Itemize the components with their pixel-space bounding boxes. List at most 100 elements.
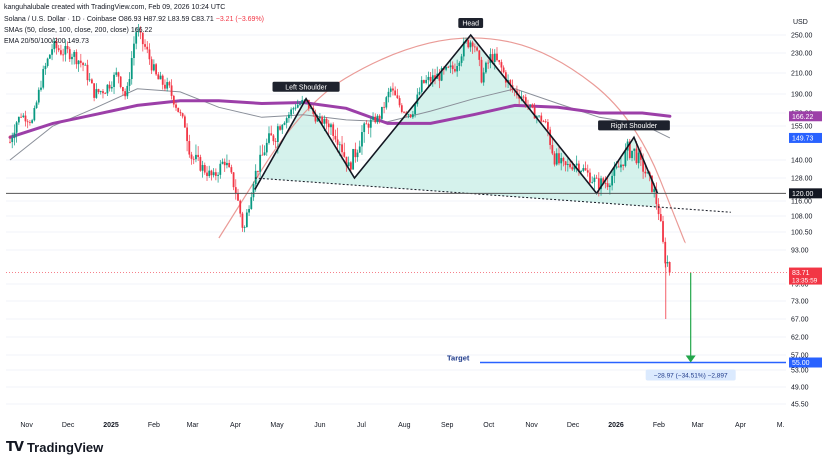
candle-body xyxy=(281,124,284,130)
candle-body xyxy=(245,212,248,228)
candle-body xyxy=(668,262,671,273)
candle-body xyxy=(290,109,293,115)
sma-legend[interactable]: SMAs (50, close, 100, close, 200, close)… xyxy=(4,26,152,35)
ema-price-badge-bg xyxy=(789,132,822,143)
candle-body xyxy=(88,79,91,81)
candle-body xyxy=(571,167,574,170)
sma-legend-value: 166.22 xyxy=(130,27,153,34)
ohlc-high: H87.92 xyxy=(143,16,166,23)
target-price-badge: 55.00 xyxy=(792,360,810,367)
candle-body xyxy=(68,49,71,60)
y-tick-8: 116.00 xyxy=(791,199,812,206)
candle-body xyxy=(57,48,60,51)
candle-body xyxy=(252,184,255,198)
candle-body xyxy=(560,158,563,164)
candle-body xyxy=(352,149,355,170)
candle-body xyxy=(467,40,470,48)
price-change: −3.21 (−3.69%) xyxy=(215,16,265,23)
x-tick-3: Feb xyxy=(148,422,160,429)
candle-body xyxy=(591,181,594,183)
y-tick-16: 57.00 xyxy=(791,353,809,360)
candle-body xyxy=(276,126,279,142)
candle-body xyxy=(228,162,231,168)
candle-body xyxy=(615,166,618,168)
candle-body xyxy=(15,122,18,133)
candle-body xyxy=(449,65,452,68)
x-tick-11: Oct xyxy=(483,422,494,429)
candle-body xyxy=(201,165,204,171)
pattern-label-2: Right Shoulder xyxy=(611,123,658,130)
neckline-price-badge-bg xyxy=(789,188,822,199)
y-tick-5: 155.00 xyxy=(791,124,813,131)
candle-body xyxy=(423,80,425,83)
candle-body xyxy=(566,164,569,166)
candle-body xyxy=(631,150,633,159)
candle-body xyxy=(44,65,47,70)
candle-body xyxy=(473,46,476,48)
candle-body xyxy=(600,178,602,190)
y-tick-9: 108.00 xyxy=(791,214,813,221)
candle-body xyxy=(124,91,127,97)
x-tick-2: 2025 xyxy=(103,422,119,429)
candle-body xyxy=(489,54,492,63)
last-price-countdown: 13:35:59 xyxy=(792,278,818,285)
ema-legend[interactable]: EMA 20/50/100/200 149.73 xyxy=(4,37,89,46)
sma-line xyxy=(8,99,672,139)
candle-body xyxy=(380,106,383,119)
candle-body xyxy=(595,177,598,179)
candle-body xyxy=(620,164,622,168)
candle-body xyxy=(374,116,377,123)
candle-body xyxy=(210,170,213,176)
target-price-badge-bg xyxy=(789,357,822,368)
candle-body xyxy=(141,32,144,45)
x-tick-10: Sep xyxy=(441,422,454,429)
candle-body xyxy=(575,163,578,166)
candle-body xyxy=(254,170,257,185)
sma-price-badge: 166.22 xyxy=(792,114,814,121)
candle-body xyxy=(427,76,430,80)
candle-body xyxy=(128,79,131,86)
ema-price-badge: 149.73 xyxy=(792,135,814,142)
candle-body xyxy=(108,84,111,89)
candle-body xyxy=(580,170,583,172)
pattern-label-bg-0 xyxy=(272,81,340,92)
candle-body xyxy=(64,46,67,55)
candle-body xyxy=(29,122,31,123)
candle-body xyxy=(135,32,138,44)
candle-body xyxy=(268,133,270,143)
candle-body xyxy=(358,146,361,153)
candle-body xyxy=(214,172,217,176)
tradingview-brand[interactable]: TV TradingView xyxy=(6,438,103,456)
candle-body xyxy=(573,165,576,170)
x-tick-18: M. xyxy=(777,422,785,429)
last-price-badge-bg xyxy=(789,267,822,285)
candle-body xyxy=(418,91,421,95)
candle-body xyxy=(547,122,549,130)
candle-body xyxy=(323,118,326,124)
candle-body xyxy=(250,197,253,209)
x-tick-7: Jun xyxy=(314,422,325,429)
candle-body xyxy=(376,115,379,123)
candle-body xyxy=(493,53,496,62)
candle-body xyxy=(462,41,465,57)
x-tick-1: Dec xyxy=(62,422,75,429)
y-tick-1: 230.00 xyxy=(791,51,813,58)
candle-body xyxy=(259,154,262,172)
candle-body xyxy=(239,200,242,214)
candle-body xyxy=(597,178,600,190)
candle-body xyxy=(332,124,335,136)
candle-body xyxy=(183,116,186,128)
chart-grid xyxy=(6,34,786,405)
candle-body xyxy=(274,141,277,142)
candle-body xyxy=(542,121,545,123)
candle-body xyxy=(283,122,286,125)
y-tick-2: 210.00 xyxy=(791,71,813,78)
x-tick-15: Feb xyxy=(653,422,665,429)
ema-legend-label: EMA 20/50/100/200 xyxy=(4,38,66,45)
candle-body xyxy=(622,164,625,166)
candle-body xyxy=(392,88,394,91)
candle-body xyxy=(42,69,45,88)
candle-body xyxy=(666,262,669,264)
x-tick-4: Mar xyxy=(187,422,200,429)
